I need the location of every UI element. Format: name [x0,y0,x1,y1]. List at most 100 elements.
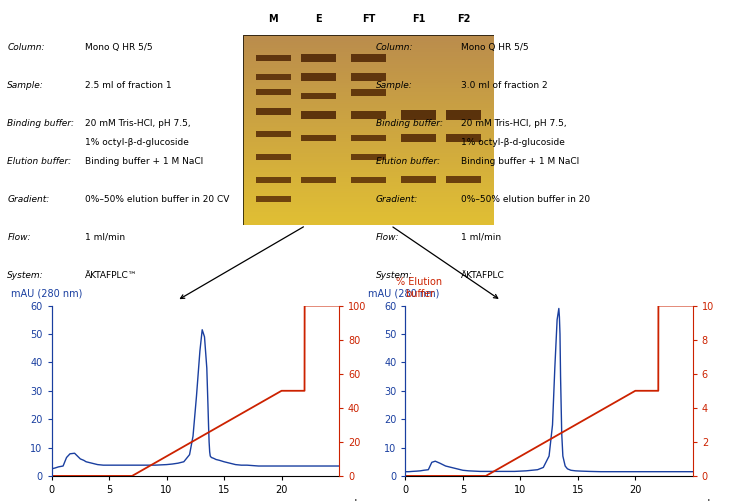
Bar [243,123,494,125]
Bar [243,47,494,49]
Bar [243,140,494,142]
Bar [401,134,436,142]
Bar [243,216,494,218]
Bar [243,41,494,43]
Bar [301,73,336,81]
Text: ml: ml [345,498,357,501]
Bar [243,107,494,109]
Bar [243,145,494,147]
Text: 20 mM Tris-HCl, pH 7.5,: 20 mM Tris-HCl, pH 7.5, [85,119,190,128]
Bar [243,201,494,202]
Bar [243,39,494,41]
Bar [243,52,494,54]
Text: Mono Q HR 5/5: Mono Q HR 5/5 [85,43,153,52]
Text: F1: F1 [412,14,425,24]
Bar [243,35,494,37]
Bar [256,177,291,183]
Bar [446,134,481,142]
Bar [243,128,494,130]
Text: Sample:: Sample: [7,81,44,90]
Bar [351,89,386,96]
Text: 2.5 ml of fraction 1: 2.5 ml of fraction 1 [85,81,172,90]
Text: 1% octyl-β-d-glucoside: 1% octyl-β-d-glucoside [461,138,565,147]
Bar [243,182,494,183]
Text: Binding buffer:: Binding buffer: [7,119,74,128]
Bar [243,183,494,185]
Bar [351,111,386,119]
Bar [243,164,494,166]
Text: Elution buffer:: Elution buffer: [376,157,440,166]
Bar [243,199,494,201]
Bar [243,68,494,69]
Bar [243,197,494,199]
Bar [243,96,494,98]
Bar [243,83,494,85]
Bar [243,144,494,145]
Bar [243,98,494,100]
Bar [243,71,494,73]
Bar [243,37,494,39]
Bar [243,102,494,104]
Text: 0%–50% elution buffer in 20: 0%–50% elution buffer in 20 [461,195,590,204]
Text: System:: System: [7,271,44,280]
Text: 1% octyl-β-d-glucoside: 1% octyl-β-d-glucoside [85,138,189,147]
Bar [243,113,494,115]
Bar [243,195,494,197]
Bar [243,136,494,138]
Bar [243,149,494,151]
Bar [243,155,494,157]
Bar [243,206,494,208]
Text: Flow:: Flow: [376,233,399,242]
Text: Sample:: Sample: [376,81,413,90]
Bar [243,54,494,56]
Bar [243,85,494,87]
Text: ÄKTAFPLC™: ÄKTAFPLC™ [85,271,138,280]
Bar [243,142,494,144]
Bar [243,174,494,176]
Bar [243,92,494,94]
Bar [243,166,494,168]
Bar [351,54,386,62]
Bar [243,204,494,206]
Text: Binding buffer + 1 M NaCl: Binding buffer + 1 M NaCl [461,157,579,166]
Bar [243,151,494,153]
Text: Column:: Column: [376,43,413,52]
Bar [256,154,291,160]
Bar [256,55,291,61]
Text: FT: FT [362,14,375,24]
Text: mAU (280 nm): mAU (280 nm) [11,289,83,299]
Bar [243,45,494,47]
Text: Elution buffer:: Elution buffer: [7,157,71,166]
Text: Flow:: Flow: [7,233,31,242]
Text: Gradient:: Gradient: [376,195,418,204]
Bar [256,74,291,80]
Bar [243,223,494,225]
Bar [243,170,494,172]
Text: ÄKTAFPLC: ÄKTAFPLC [461,271,504,280]
Bar [243,172,494,174]
Bar [243,130,494,132]
Bar [243,49,494,50]
Text: Gradient:: Gradient: [7,195,49,204]
Text: ml: ml [699,498,710,501]
Text: % Elution
buffer: % Elution buffer [397,277,442,299]
Text: M: M [268,14,278,24]
Bar [243,193,494,195]
Bar [243,189,494,191]
Bar [243,191,494,193]
Bar [243,79,494,81]
Bar [243,90,494,92]
Text: 0%–50% elution buffer in 20 CV: 0%–50% elution buffer in 20 CV [85,195,229,204]
Bar [243,69,494,71]
Bar [243,132,494,134]
Bar [243,106,494,107]
Text: 1 ml/min: 1 ml/min [85,233,125,242]
Bar [351,154,386,160]
Bar [256,89,291,95]
Bar [243,115,494,117]
Bar [243,159,494,161]
Bar [243,210,494,212]
Bar [243,60,494,62]
Bar [401,176,436,183]
Text: mAU (280 nm): mAU (280 nm) [368,289,439,299]
